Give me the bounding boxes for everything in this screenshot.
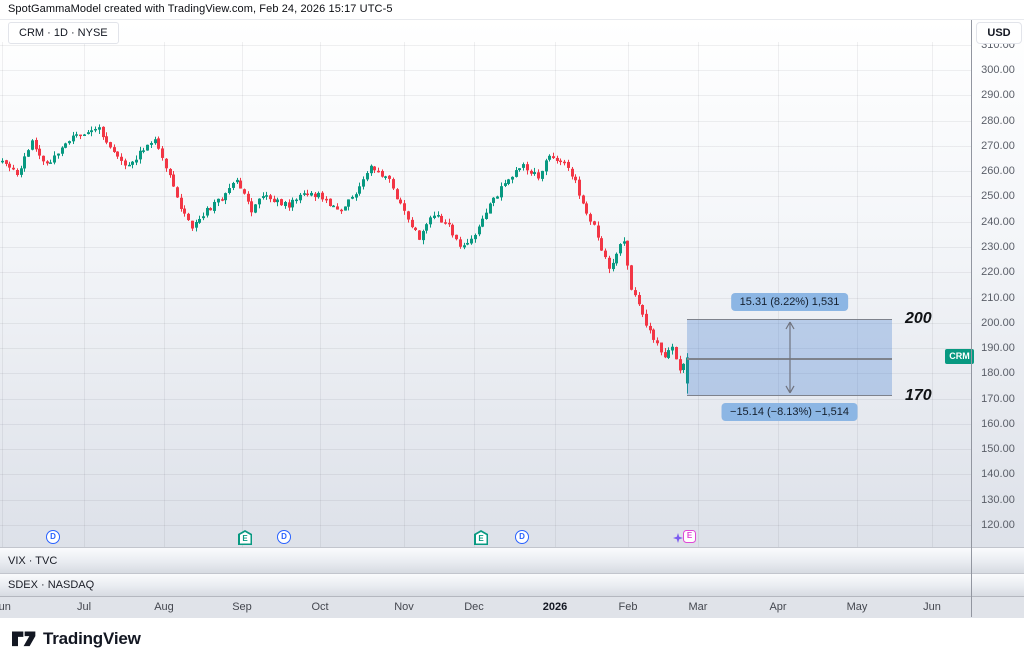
price-tick-240: 240.00 — [981, 215, 1015, 228]
time-tick-sep: Sep — [232, 601, 252, 613]
time-tick-aug: Aug — [154, 601, 174, 613]
currency-button[interactable]: USD — [976, 22, 1022, 44]
time-tick-mar: Mar — [688, 601, 708, 613]
time-tick-2026: 2026 — [542, 601, 568, 613]
pane-vix[interactable]: VIX · TVC — [0, 547, 1024, 573]
time-axis[interactable]: Jun Jul Aug Sep Oct Nov Dec 2026 Feb Mar Apr May Jun — [0, 596, 1024, 618]
price-range-arrow — [784, 321, 796, 399]
time-tick-dec: Dec — [464, 601, 484, 613]
earnings-upcoming-event-icon[interactable]: E — [673, 530, 696, 543]
price-tick-150: 150.00 — [981, 443, 1015, 456]
price-plot-area[interactable] — [0, 20, 972, 547]
price-tick-250: 250.00 — [981, 190, 1015, 203]
time-tick-may: May — [846, 601, 868, 613]
tradingview-logo-icon — [12, 631, 36, 646]
candlestick-canvas[interactable] — [0, 20, 972, 547]
time-tick-feb: Feb — [618, 601, 638, 613]
price-annotation-200[interactable]: 200 — [905, 309, 932, 327]
attribution-text: SpotGammaModel created with TradingView.… — [8, 3, 393, 15]
time-tick-apr: Apr — [769, 601, 787, 613]
price-annotation-170[interactable]: 170 — [905, 386, 932, 404]
dividend-event-icon[interactable]: D — [515, 530, 529, 544]
time-tick-oct: Oct — [311, 601, 329, 613]
pane-sdex[interactable]: SDEX · NASDAQ — [0, 573, 1024, 596]
price-tick-290: 290.00 — [981, 89, 1015, 102]
tradingview-logo[interactable]: TradingView — [12, 629, 141, 649]
price-tick-270: 270.00 — [981, 139, 1015, 152]
price-tick-160: 160.00 — [981, 417, 1015, 430]
sparkle-icon — [673, 533, 683, 543]
price-tick-260: 260.00 — [981, 165, 1015, 178]
time-tick-jun: Jun — [923, 601, 941, 613]
axis-separator-line — [971, 20, 972, 617]
dividend-event-icon[interactable]: D — [277, 530, 291, 544]
earnings-event-icon[interactable]: E — [238, 530, 252, 545]
price-tick-190: 190.00 — [981, 342, 1015, 355]
price-tick-210: 210.00 — [981, 291, 1015, 304]
time-tick-jun: Jun — [0, 601, 11, 613]
price-tick-220: 220.00 — [981, 266, 1015, 279]
price-tick-170: 170.00 — [981, 392, 1015, 405]
price-tick-140: 140.00 — [981, 468, 1015, 481]
price-tick-280: 280.00 — [981, 114, 1015, 127]
symbol-legend[interactable]: CRM · 1D · NYSE — [8, 22, 119, 44]
chart-pane: CRM · 1D · NYSE 15.31 (8.22%) 1,531 −15.… — [0, 20, 1024, 547]
footer-bar: TradingView — [0, 618, 1024, 662]
price-axis[interactable]: USD 120.00 130.00 140.00 150.00 160.00 170.00… — [972, 20, 1024, 547]
pane-vix-label: VIX · TVC — [8, 554, 58, 567]
price-range-bottom-label[interactable]: −15.14 (−8.13%) −1,514 — [721, 402, 858, 421]
price-range-top-label[interactable]: 15.31 (8.22%) 1,531 — [730, 292, 849, 311]
time-tick-nov: Nov — [394, 601, 414, 613]
pane-sdex-label: SDEX · NASDAQ — [8, 579, 95, 591]
price-tick-230: 230.00 — [981, 240, 1015, 253]
symbol-price-tag: CRM — [945, 349, 974, 365]
price-tick-180: 180.00 — [981, 367, 1015, 380]
price-tick-130: 130.00 — [981, 493, 1015, 506]
price-tick-120: 120.00 — [981, 519, 1015, 532]
time-tick-jul: Jul — [76, 601, 92, 613]
dividend-event-icon[interactable]: D — [46, 530, 60, 544]
price-tick-300: 300.00 — [981, 64, 1015, 76]
attribution-bar: SpotGammaModel created with TradingView.… — [0, 0, 1024, 20]
earnings-event-icon[interactable]: E — [474, 530, 488, 545]
tradingview-logo-text: TradingView — [43, 629, 141, 648]
price-tick-200: 200.00 — [981, 316, 1015, 329]
